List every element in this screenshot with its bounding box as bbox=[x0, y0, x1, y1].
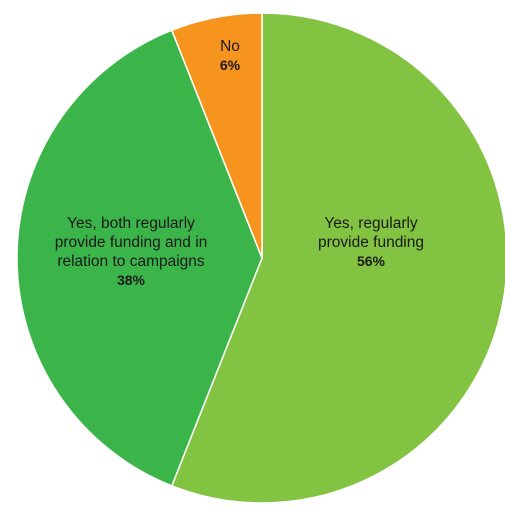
pie-slice-2 bbox=[170, 12, 263, 259]
slice-label-0-line-1: provide funding bbox=[318, 234, 424, 251]
slice-value-label-0: 56% bbox=[357, 253, 386, 269]
slice-label-1-line-0: Yes, both regularly bbox=[67, 215, 195, 232]
slice-value-label-2: 6% bbox=[220, 57, 241, 73]
slice-label-0-line-0: Yes, regularly bbox=[324, 215, 418, 232]
slice-label-2-line-0: No bbox=[220, 38, 240, 55]
slice-label-1-line-2: relation to campaigns bbox=[57, 253, 205, 270]
pie-slices bbox=[16, 12, 505, 504]
pie-slice-1 bbox=[16, 29, 263, 487]
slice-label-1-line-1: provide funding and in bbox=[55, 234, 208, 251]
pie-labels: Yes, regularly provide funding 56% Yes, bot… bbox=[55, 38, 424, 288]
pie-slice-0 bbox=[170, 12, 505, 504]
slice-value-label-1: 38% bbox=[117, 272, 146, 288]
